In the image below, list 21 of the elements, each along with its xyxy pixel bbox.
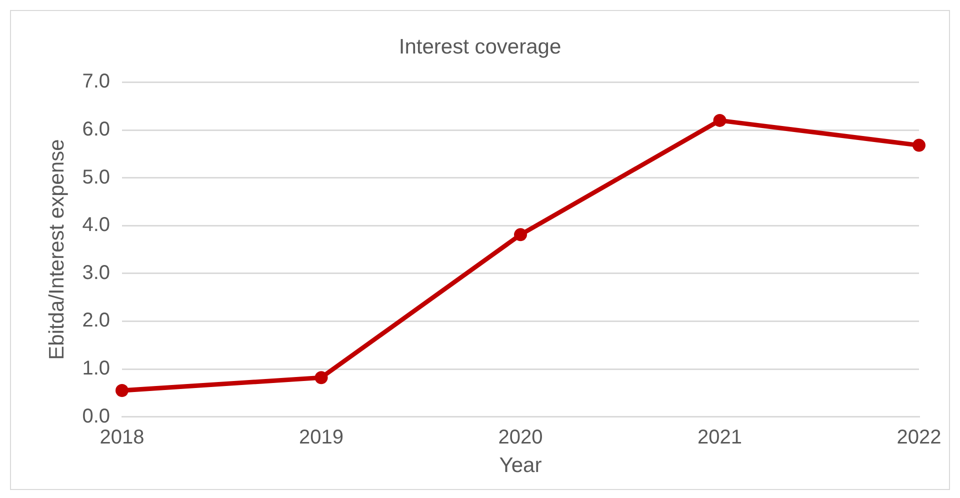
x-tick-label: 2021 [698, 426, 742, 448]
point [314, 371, 328, 384]
chart-title: Interest coverage [398, 35, 562, 58]
x-tick-label: 2020 [498, 426, 543, 448]
point [514, 228, 527, 242]
x-tick-label: 2022 [896, 426, 942, 448]
y-tick-label: 0.0 [82, 405, 110, 428]
y-tick-label: 2.0 [82, 310, 110, 332]
point [116, 384, 129, 398]
y-tick-label: 3.0 [82, 262, 110, 284]
y-tick-label: 5.0 [82, 166, 110, 188]
y-tick-label: 7.0 [82, 70, 110, 93]
y-axis-title: Ebitda/Interest expense [45, 139, 68, 360]
point [912, 138, 926, 152]
x-tick-label: 2019 [299, 426, 344, 448]
y-tick-label: 6.0 [82, 118, 110, 141]
x-axis-title: Year [499, 454, 542, 478]
y-tick-label: 1.0 [82, 358, 110, 380]
x-tick-label: 2018 [100, 426, 144, 448]
point [713, 114, 726, 127]
y-tick-label: 4.0 [82, 214, 110, 236]
